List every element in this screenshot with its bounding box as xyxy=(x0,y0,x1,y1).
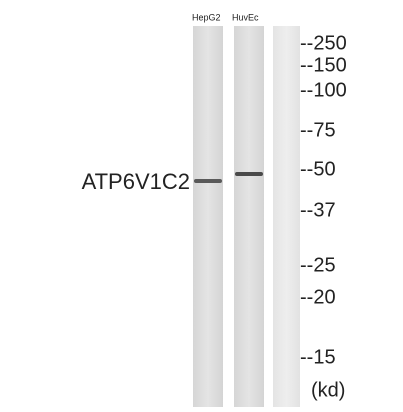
marker-label: --37 xyxy=(300,199,336,221)
band xyxy=(194,179,222,183)
marker-lane xyxy=(273,26,300,407)
band xyxy=(235,172,263,176)
marker-label: --150 xyxy=(300,54,347,76)
marker-label: --250 xyxy=(300,32,347,54)
marker-label: --50 xyxy=(300,158,336,180)
lane xyxy=(234,26,264,407)
blot-figure: HepG2 HuvEc ATP6V1C2 --250--150 --100 --75… xyxy=(0,0,403,407)
marker-label: --15 xyxy=(300,346,336,368)
marker-label: --100 xyxy=(300,79,347,101)
lane-label: HepG2 xyxy=(192,12,221,22)
marker-label: --75 xyxy=(300,119,336,141)
marker-label: --20 xyxy=(300,286,336,308)
protein-label: ATP6V1C2 xyxy=(82,169,190,194)
unit-label: (kd) xyxy=(311,379,345,401)
lane-label: HuvEc xyxy=(232,12,259,22)
lane xyxy=(193,26,223,407)
marker-label: --25 xyxy=(300,254,336,276)
